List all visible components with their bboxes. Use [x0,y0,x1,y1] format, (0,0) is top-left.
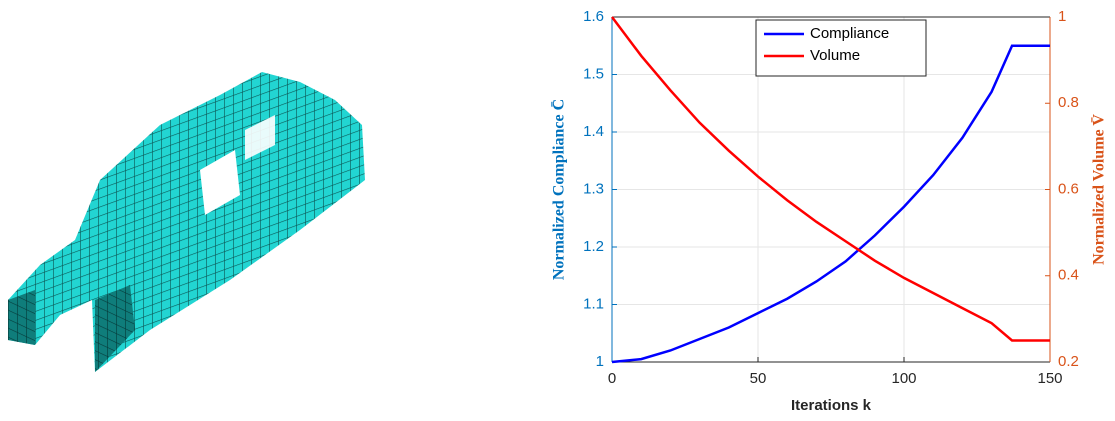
y-tick-label: 1 [596,353,604,370]
y-tick-label: 1.4 [583,123,604,140]
x-tick-label: 0 [608,370,616,387]
y2-tick-label: 0.2 [1058,353,1079,370]
figure: 0 50 100 150 1 1.1 1.2 1.3 1.4 1.5 1.6 0.2 0.4 0.6 0.8… [0,0,1115,416]
y2-tick-label: 0.4 [1058,267,1079,284]
x-axis-label: Iterations k [791,397,872,414]
y2-tick-label: 0.8 [1058,94,1079,111]
y-tick-label: 1.1 [583,295,604,312]
y2-tick-label: 0.6 [1058,180,1079,197]
y-axis-label: Normalized Compliance C̄ [549,99,568,280]
y-tick-label: 1.2 [583,238,604,255]
legend-label: Compliance [810,25,889,42]
legend-label: Volume [810,47,860,64]
y-tick-label: 1.5 [583,65,604,82]
y2-axis-label: Normalized Volume V̄ [1089,114,1107,265]
x-tick-label: 150 [1037,370,1062,387]
voxel-model [8,72,365,372]
y-tick-label: 1.3 [583,180,604,197]
y2-tick-label: 1 [1058,8,1066,25]
y-tick-label: 1.6 [583,8,604,25]
x-tick-label: 50 [750,370,767,387]
x-tick-label: 100 [891,370,916,387]
